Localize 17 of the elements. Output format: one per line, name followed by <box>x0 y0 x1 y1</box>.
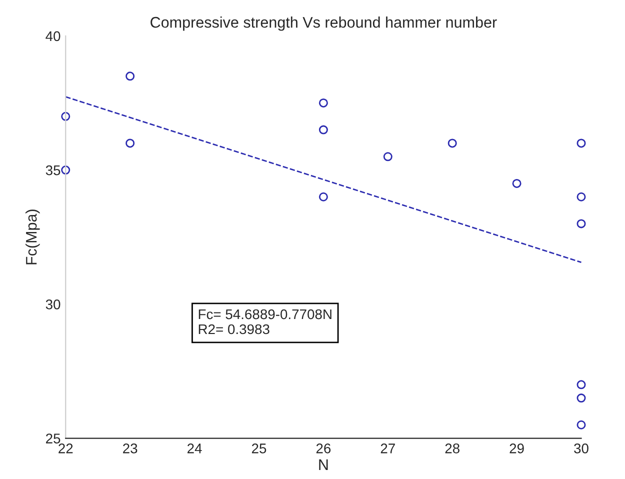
y-tick-label: 40 <box>46 31 60 42</box>
x-tick-label: 30 <box>574 444 588 454</box>
y-tick-label: 30 <box>46 300 60 310</box>
x-tick-label: 24 <box>188 444 202 454</box>
x-tick-label: 26 <box>316 444 331 454</box>
y-tick-label: 35 <box>46 165 60 176</box>
x-axis-title: N <box>319 459 328 470</box>
x-tick-label: 22 <box>58 444 73 454</box>
y-tick-label: 25 <box>46 434 60 444</box>
x-tick-label: 25 <box>252 444 266 454</box>
x-tick-label: 29 <box>510 444 524 454</box>
x-tick-label: 23 <box>123 444 138 454</box>
x-tick-label: 27 <box>380 444 395 454</box>
y-axis-title: Fc(Mpa) <box>26 210 40 264</box>
annotation: Fc= 54.6889-0.7708N R2= 0.3983 <box>198 309 332 334</box>
x-tick-label: 28 <box>445 444 460 454</box>
chart-title: Compressive strength Vs rebound hammer number <box>150 16 497 31</box>
